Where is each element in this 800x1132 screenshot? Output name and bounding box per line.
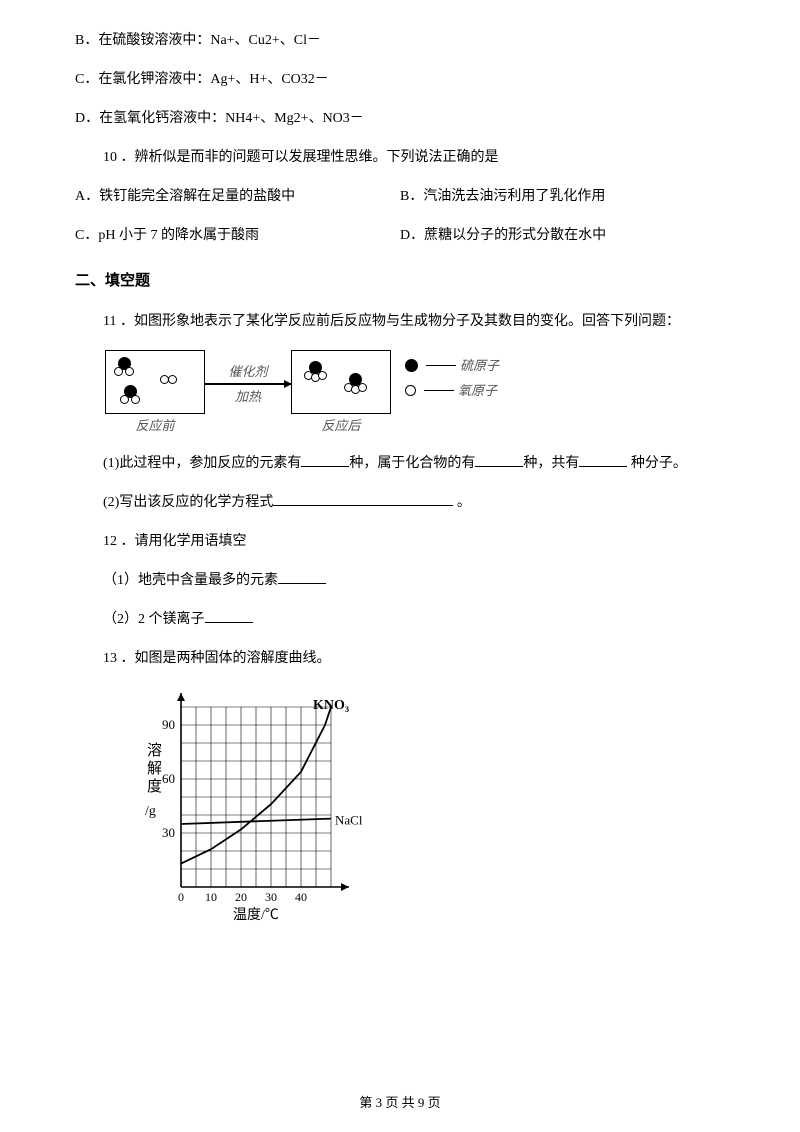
svg-text:10: 10 [205, 890, 217, 904]
svg-text:溶: 溶 [147, 742, 162, 759]
heat-label: 加热 [205, 387, 291, 407]
svg-text:30: 30 [265, 890, 277, 904]
solubility-graph: 30 60 90 0 10 20 30 40 溶解度/g 温度/℃ KNO₃ NaCl [135, 687, 395, 927]
q13-stem: 13 ．如图是两种固体的溶解度曲线。 [75, 648, 725, 669]
before-label: 反应前 [105, 416, 205, 436]
q10-options-row1: A．铁钉能完全溶解在足量的盐酸中 B．汽油洗去油污利用了乳化作用 [75, 186, 725, 207]
q10-options-row2: C．pH 小于 7 的降水属于酸雨 D．蔗糖以分子的形式分散在水中 [75, 225, 725, 246]
q12-part2: （2）2 个镁离子 [75, 609, 725, 630]
svg-text:KNO₃: KNO₃ [313, 698, 349, 713]
oxygen-label: 氧原子 [458, 381, 497, 401]
q-option-d: D．在氢氧化钙溶液中：NH4+、Mg2+、NO3－ [75, 108, 725, 129]
q11-part2: (2)写出该反应的化学方程式 。 [75, 492, 725, 513]
svg-text:30: 30 [162, 825, 175, 840]
arrow-icon [205, 383, 291, 385]
q12-stem: 12 ．请用化学用语填空 [75, 531, 725, 552]
section-2-title: 二、填空题 [75, 270, 725, 293]
svg-text:0: 0 [178, 890, 184, 904]
oxygen-dot-icon [405, 385, 416, 396]
page-footer: 第 3 页 共 9 页 [0, 1093, 800, 1113]
after-label: 反应后 [291, 416, 391, 436]
svg-text:NaCl: NaCl [335, 812, 363, 827]
q12-part1: （1）地壳中含量最多的元素 [75, 570, 725, 591]
sulfur-dot-icon [405, 359, 418, 372]
svg-text:/g: /g [145, 804, 156, 819]
sulfur-label: 硫原子 [460, 356, 499, 376]
q11-stem: 11 ．如图形象地表示了某化学反应前后反应物与生成物分子及其数目的变化。回答下列… [75, 311, 725, 332]
q10-option-c: C．pH 小于 7 的降水属于酸雨 [75, 225, 400, 246]
svg-text:90: 90 [162, 717, 175, 732]
svg-text:60: 60 [162, 771, 175, 786]
svg-text:度: 度 [147, 778, 162, 795]
q-option-b: B．在硫酸铵溶液中：Na+、Cu2+、Cl－ [75, 30, 725, 51]
legend: 硫原子 氧原子 [405, 350, 499, 407]
q10-stem: 10 ．辨析似是而非的问题可以发展理性思维。下列说法正确的是 [75, 147, 725, 168]
q-option-c: C．在氯化钾溶液中：Ag+、H+、CO32－ [75, 69, 725, 90]
after-box [291, 350, 391, 414]
q10-option-b: B．汽油洗去油污利用了乳化作用 [400, 186, 725, 207]
svg-text:20: 20 [235, 890, 247, 904]
q10-option-d: D．蔗糖以分子的形式分散在水中 [400, 225, 725, 246]
svg-text:温度/℃: 温度/℃ [233, 907, 279, 923]
reaction-diagram: 反应前 催化剂 加热 反应后 硫原子 [105, 350, 725, 436]
q10-option-a: A．铁钉能完全溶解在足量的盐酸中 [75, 186, 400, 207]
before-box [105, 350, 205, 414]
catalyst-label: 催化剂 [205, 362, 291, 382]
solubility-svg: 30 60 90 0 10 20 30 40 溶解度/g 温度/℃ KNO₃ NaCl [135, 687, 375, 927]
svg-text:40: 40 [295, 890, 307, 904]
q11-part1: (1)此过程中，参加反应的元素有种，属于化合物的有种，共有 种分子。 [75, 453, 725, 474]
arrow-column: 催化剂 加热 [205, 350, 291, 407]
svg-text:解: 解 [147, 760, 162, 777]
